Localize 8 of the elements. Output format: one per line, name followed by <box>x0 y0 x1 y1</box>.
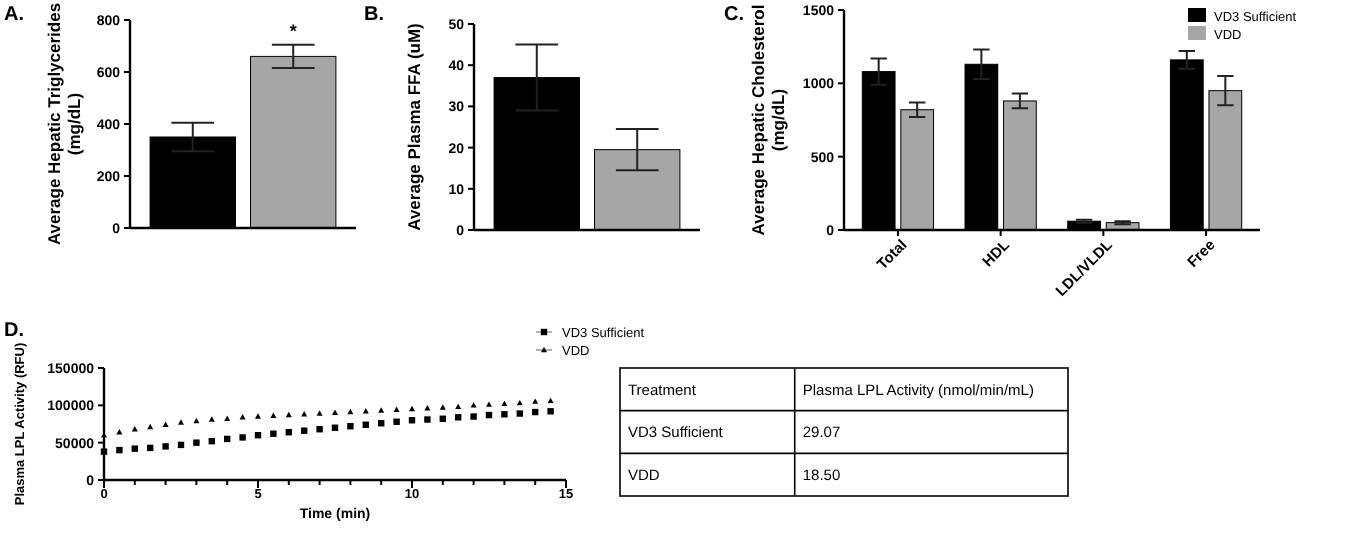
y-axis-title: Average Hepatic Cholesterol (mg/dL) <box>748 4 788 236</box>
chart-title: A. <box>4 4 25 26</box>
y-axis-title: Average Hepatic Triglycerides (mg/dL) <box>44 2 84 246</box>
chart-title: C. <box>724 4 745 26</box>
chart-title: D. <box>4 320 25 342</box>
annotation: * <box>289 20 298 41</box>
chart-title: B. <box>364 4 385 26</box>
y-axis-title: Average Plasma FFA (uM) <box>404 22 424 231</box>
